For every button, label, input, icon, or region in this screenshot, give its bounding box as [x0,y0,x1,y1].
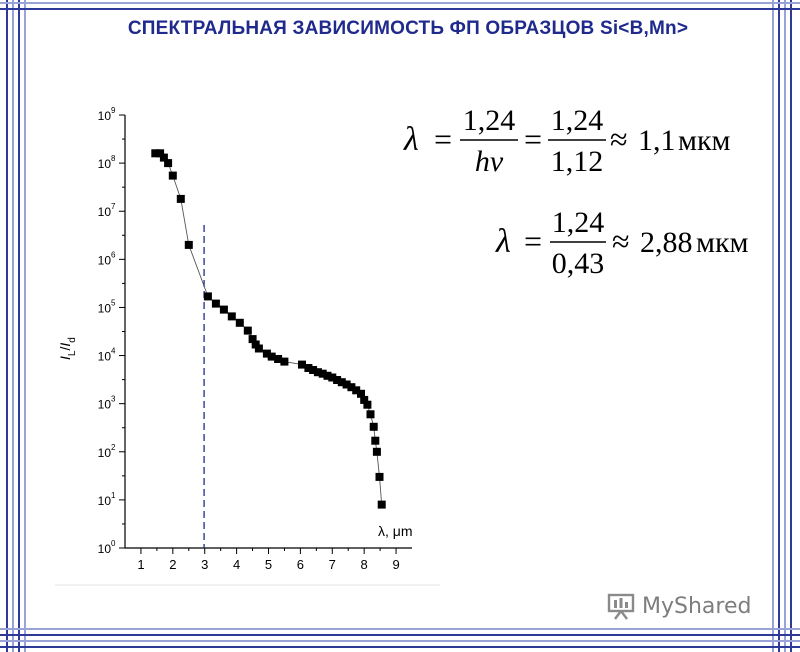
y-tick-label: 10 [98,109,112,123]
data-point [371,436,380,445]
data-point [151,149,160,158]
y-tick-exponent: 3 [111,395,116,404]
presentation-board-icon [607,593,635,620]
y-tick-label: 10 [98,301,112,315]
data-point [203,292,212,301]
formula-2-unit: мкм [696,226,749,259]
data-point [375,472,384,481]
watermark-logo: MyShared [606,590,751,622]
x-tick-label: 6 [297,557,304,572]
data-point [304,364,313,372]
formula-2-lambda: λ [495,223,511,260]
x-tick-label: 1 [137,557,144,572]
x-tick-label: 7 [329,557,336,572]
data-point [235,318,244,327]
formula-1-eq: = [434,121,452,157]
formula-1-frac2-num: 1,24 [551,104,604,137]
data-point [360,395,369,404]
data-point [262,349,271,358]
data-point [337,378,346,387]
data-point [323,371,332,380]
data-point [342,380,351,389]
data-point [267,352,276,361]
y-tick-exponent: 6 [111,250,116,259]
x-tick-label: 2 [169,557,176,572]
formula-2-approx: ≈ [612,223,630,259]
y-tick-label: 10 [98,205,112,219]
x-tick-label: 9 [392,557,399,572]
formula-1-frac2-den: 1,12 [551,145,604,178]
y-tick-label: 10 [98,350,112,364]
x-axis-label: λ, μm [378,523,413,539]
data-point [352,386,361,395]
formula-2-eq: = [524,223,542,259]
data-point [347,383,356,392]
y-tick-label: 10 [98,446,112,460]
watermark-text: MyShared [642,593,752,619]
y-tick-exponent: 2 [111,443,116,452]
data-point [176,194,185,203]
data-point [298,360,306,369]
chart-background [55,95,440,585]
y-tick-exponent: 4 [111,347,116,356]
data-point [156,149,165,158]
data-point [280,357,289,366]
x-tick-label: 5 [265,557,272,572]
data-point [274,355,283,363]
y-tick-exponent: 9 [111,106,116,115]
data-point [219,305,228,314]
y-tick-exponent: 0 [111,539,116,548]
y-tick-label: 10 [98,398,112,412]
data-point [333,376,342,384]
data-point [184,240,193,249]
data-point [243,326,252,335]
formula-1: λ = 1,24 hν = 1,24 1,12 ≈ 1,1 мкм [403,104,731,178]
slide-title: СПЕКТРАЛЬНАЯ ЗАВИСИМОСТЬ ФП ОБРАЗЦОВ Si<… [127,18,689,39]
y-axis-label: IL/Id [57,337,78,360]
data-point [366,410,375,419]
x-tick-label: 4 [233,557,240,572]
x-tick-label: 8 [361,557,368,572]
formula-1-approx: ≈ [610,121,628,157]
data-point [211,299,220,308]
data-point [369,422,378,431]
y-tick-exponent: 8 [111,154,116,163]
formula-1-eq2: = [524,121,542,157]
formula-1-frac1-num: 1,24 [463,104,516,137]
y-tick-exponent: 1 [111,491,116,500]
formula-2-frac-den: 0,43 [552,247,605,280]
formula-1-value: 1,1 [638,124,676,157]
formula-2-frac-num: 1,24 [552,206,605,239]
formula-1-frac1-den: hν [475,145,504,178]
data-point [357,389,365,398]
data-point [168,171,177,180]
formula-1-unit: мкм [678,124,731,157]
data-point [377,500,386,509]
data-point [363,400,372,409]
data-point [164,159,173,168]
y-tick-label: 10 [98,157,112,171]
y-tick-exponent: 5 [111,298,116,307]
data-point [372,447,381,456]
y-tick-exponent: 7 [111,202,116,211]
data-point [248,335,257,344]
data-point [227,312,236,321]
data-point [309,366,318,374]
data-point [328,373,337,382]
data-point [318,369,327,378]
formula-2: λ = 1,24 0,43 ≈ 2,88 мкм [495,206,749,280]
formula-2-value: 2,88 [640,226,693,259]
data-point [159,153,168,162]
y-tick-label: 10 [98,542,112,556]
y-tick-label: 10 [98,494,112,508]
data-point [313,368,322,377]
x-tick-label: 3 [201,557,208,572]
y-tick-label: 10 [98,253,112,267]
formula-1-lambda: λ [403,121,419,158]
data-point [254,344,263,353]
